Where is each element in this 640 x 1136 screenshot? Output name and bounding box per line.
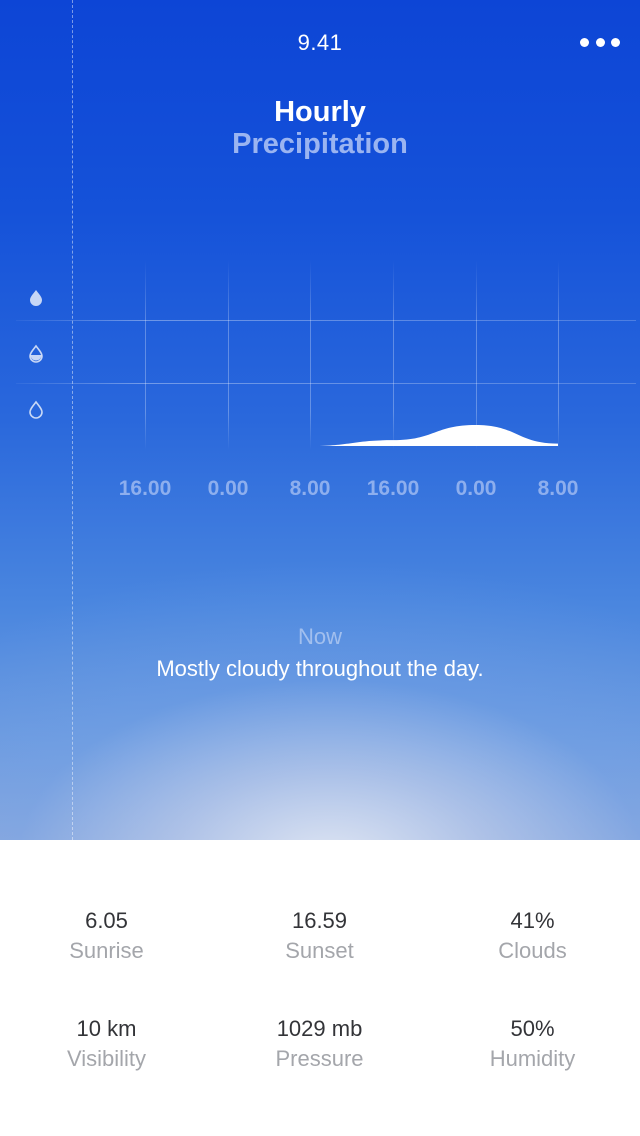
stat-value: 1029 mb	[276, 1016, 363, 1041]
precipitation-chart: 16.00 0.00 8.00 16.00 0.00 8.00	[16, 260, 636, 500]
grid-line-3	[393, 260, 394, 450]
chart-horizontal-grid	[16, 320, 636, 384]
stat-label: Clouds	[498, 938, 567, 963]
x-tick-label: 16.00	[367, 477, 420, 500]
stat-clouds: 41% Clouds	[426, 906, 639, 966]
stat-pressure: 1029 mb Pressure	[213, 1014, 426, 1074]
stat-sunrise: 6.05 Sunrise	[0, 906, 213, 966]
x-tick-label: 8.00	[290, 477, 331, 500]
grid-line-2	[310, 260, 311, 450]
grid-line-0	[145, 260, 146, 450]
stat-value: 41%	[510, 908, 555, 933]
h-grid-line-0	[16, 320, 636, 321]
page-subtitle[interactable]: Precipitation	[232, 128, 408, 160]
stat-label: Sunrise	[69, 938, 144, 963]
stat-value: 50%	[510, 1016, 555, 1041]
chart-x-ticks: 16.00 0.00 8.00 16.00 0.00 8.00	[119, 477, 579, 500]
stat-visibility: 10 km Visibility	[0, 1014, 213, 1074]
stat-label: Sunset	[285, 938, 354, 963]
chart-vertical-grid	[145, 260, 559, 450]
more-dots-icon[interactable]	[580, 34, 620, 50]
status-time: 9.41	[297, 30, 343, 55]
current-time-indicator	[72, 0, 73, 840]
grid-line-4	[476, 260, 477, 450]
drop-empty-icon	[29, 400, 43, 419]
now-label: Now	[297, 624, 342, 649]
stat-label: Visibility	[66, 1046, 147, 1071]
x-tick-label: 8.00	[538, 477, 579, 500]
drop-full-icon	[30, 290, 42, 306]
grid-line-5	[558, 260, 559, 450]
weather-stats: 6.05 Sunrise 16.59 Sunset 41% Clouds 10 …	[0, 840, 640, 1136]
weather-hero: 9.41 Hourly Precipitation	[0, 0, 640, 840]
h-grid-line-1	[16, 383, 636, 384]
drop-half-icon	[29, 344, 43, 363]
page-title: Hourly	[274, 96, 366, 128]
stat-sunset: 16.59 Sunset	[213, 906, 426, 966]
stat-value: 16.59	[291, 908, 348, 933]
stat-humidity: 50% Humidity	[426, 1014, 639, 1074]
stat-value: 10 km	[76, 1016, 137, 1041]
precipitation-area	[310, 424, 558, 446]
forecast-description: Mostly cloudy throughout the day.	[156, 656, 484, 681]
stat-value: 6.05	[85, 908, 128, 933]
x-tick-label: 0.00	[456, 477, 497, 500]
x-tick-label: 16.00	[119, 477, 172, 500]
grid-line-1	[228, 260, 229, 450]
stat-label: Pressure	[275, 1046, 364, 1071]
x-tick-label: 0.00	[208, 477, 249, 500]
stat-label: Humidity	[489, 1046, 576, 1071]
